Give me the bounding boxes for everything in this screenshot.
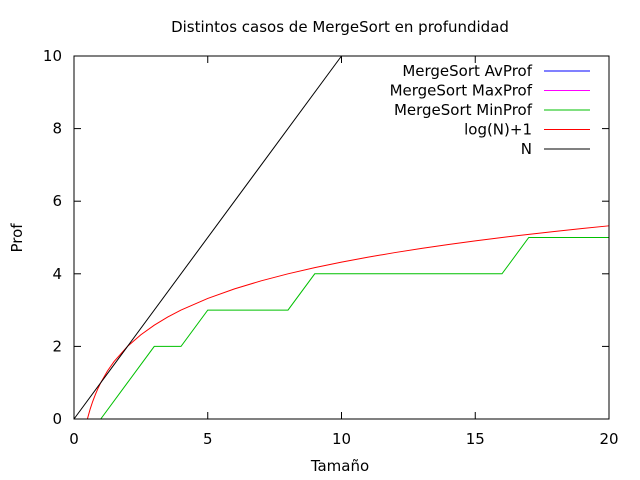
series-line-2	[100, 237, 609, 420]
y-tick-label: 6	[52, 192, 62, 210]
legend-label: MergeSort AvProf	[402, 62, 532, 80]
chart-title: Distintos casos de MergeSort en profundi…	[171, 18, 509, 36]
series-line-4	[73, 55, 342, 420]
y-tick-label: 2	[52, 337, 62, 355]
x-tick-label: 20	[599, 430, 618, 448]
y-tick-label: 8	[52, 120, 62, 138]
x-axis-label: Tamaño	[310, 457, 369, 475]
y-axis-label: Prof	[8, 223, 26, 253]
legend-label: MergeSort MinProf	[394, 101, 533, 119]
plot-series	[73, 55, 610, 420]
y-tick-label: 0	[52, 410, 62, 428]
x-tick-label: 0	[69, 430, 79, 448]
axes: 0 5 10 15 20 0 2 4 6 8 10	[43, 47, 619, 448]
x-tick-label: 10	[332, 430, 351, 448]
legend-label: log(N)+1	[464, 121, 532, 139]
plot-frame	[73, 55, 610, 420]
x-tick-label: 15	[466, 430, 485, 448]
y-tick-label: 4	[52, 265, 62, 283]
y-tick-label: 10	[43, 47, 62, 65]
legend: MergeSort AvProf MergeSort MaxProfMergeSo…	[390, 62, 590, 158]
legend-label: N	[521, 140, 532, 158]
x-tick-label: 5	[203, 430, 213, 448]
series-line-3	[86, 225, 610, 420]
legend-label: MergeSort MaxProf	[390, 82, 533, 100]
